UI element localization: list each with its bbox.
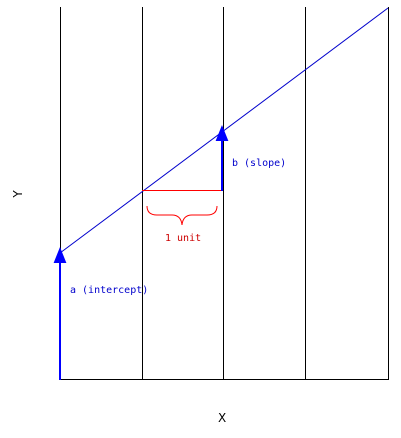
y-axis-title: Y [11, 190, 25, 199]
run-brace [146, 205, 218, 226]
intercept-label: a (intercept) [70, 285, 148, 296]
run-label: 1 unit [165, 233, 201, 244]
slope-label: b (slope) [232, 158, 286, 169]
x-axis-title: X [218, 411, 226, 425]
grid [60, 7, 389, 380]
